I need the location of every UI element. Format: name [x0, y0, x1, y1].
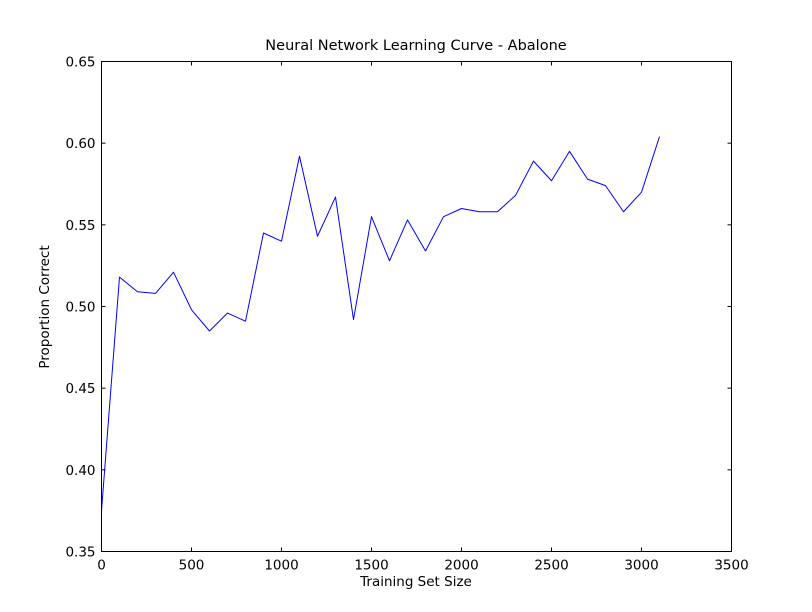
x-tick-label: 3500: [714, 558, 748, 574]
axis-ticks: 0 500 1000 1500 2000 2500 3000 3500 0.35 0.40 0.45…: [65, 55, 748, 574]
y-tick-label: 0.35: [65, 545, 95, 561]
y-tick-label: 0.45: [65, 381, 95, 397]
y-tick-label: 0.50: [65, 300, 95, 316]
x-tick-label: 3000: [624, 558, 658, 574]
x-tick-label: 2000: [444, 558, 478, 574]
series-line: [101, 136, 660, 511]
x-tick-label: 2500: [534, 558, 568, 574]
x-tick-label: 500: [179, 558, 205, 574]
chart-title: Neural Network Learning Curve - Abalone: [265, 38, 566, 54]
x-axis-label: Training Set Size: [359, 574, 472, 590]
y-tick-label: 0.55: [65, 218, 95, 234]
y-tick-label: 0.40: [65, 463, 95, 479]
y-tick-label: 0.60: [65, 136, 95, 152]
y-tick-label: 0.65: [65, 55, 95, 71]
y-axis-label: Proportion Correct: [37, 245, 53, 368]
series-layer: [101, 136, 660, 511]
x-tick-label: 1500: [354, 558, 388, 574]
x-tick-label: 1000: [264, 558, 298, 574]
x-tick-label: 0: [97, 558, 106, 574]
plot-frame: [101, 61, 732, 552]
